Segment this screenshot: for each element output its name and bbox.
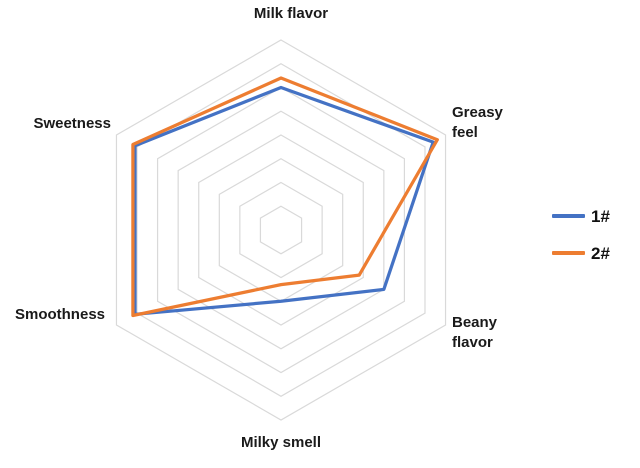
legend-item-2#: 2# bbox=[552, 240, 610, 266]
grid-ring bbox=[259, 205, 303, 255]
legend-item-1#: 1# bbox=[552, 203, 610, 229]
grid-ring bbox=[136, 63, 426, 397]
axis-label-smoothness: Smoothness bbox=[14, 306, 105, 323]
legend-line-swatch bbox=[552, 251, 585, 255]
grid-ring bbox=[198, 134, 364, 326]
legend-line-swatch bbox=[552, 214, 585, 218]
legend-label: 2# bbox=[591, 243, 610, 263]
grid-ring bbox=[177, 110, 385, 350]
grid-ring bbox=[239, 181, 323, 279]
legend-label: 1# bbox=[591, 206, 610, 226]
series-1# bbox=[133, 85, 435, 316]
chart-legend: 1# 2# bbox=[552, 203, 610, 277]
axis-label-greasy-feel: Greasy feel bbox=[452, 104, 503, 141]
axis-label-sweetness: Sweetness bbox=[33, 115, 111, 132]
series-2# bbox=[131, 76, 439, 318]
axis-label-beany-flavor: Beany flavor bbox=[452, 314, 498, 351]
grid-ring bbox=[115, 39, 447, 421]
grid-ring bbox=[156, 86, 406, 374]
axis-label-milky-smell: Milky smell bbox=[240, 434, 322, 451]
axis-label-milk-flavor: Milk flavor bbox=[253, 5, 329, 22]
